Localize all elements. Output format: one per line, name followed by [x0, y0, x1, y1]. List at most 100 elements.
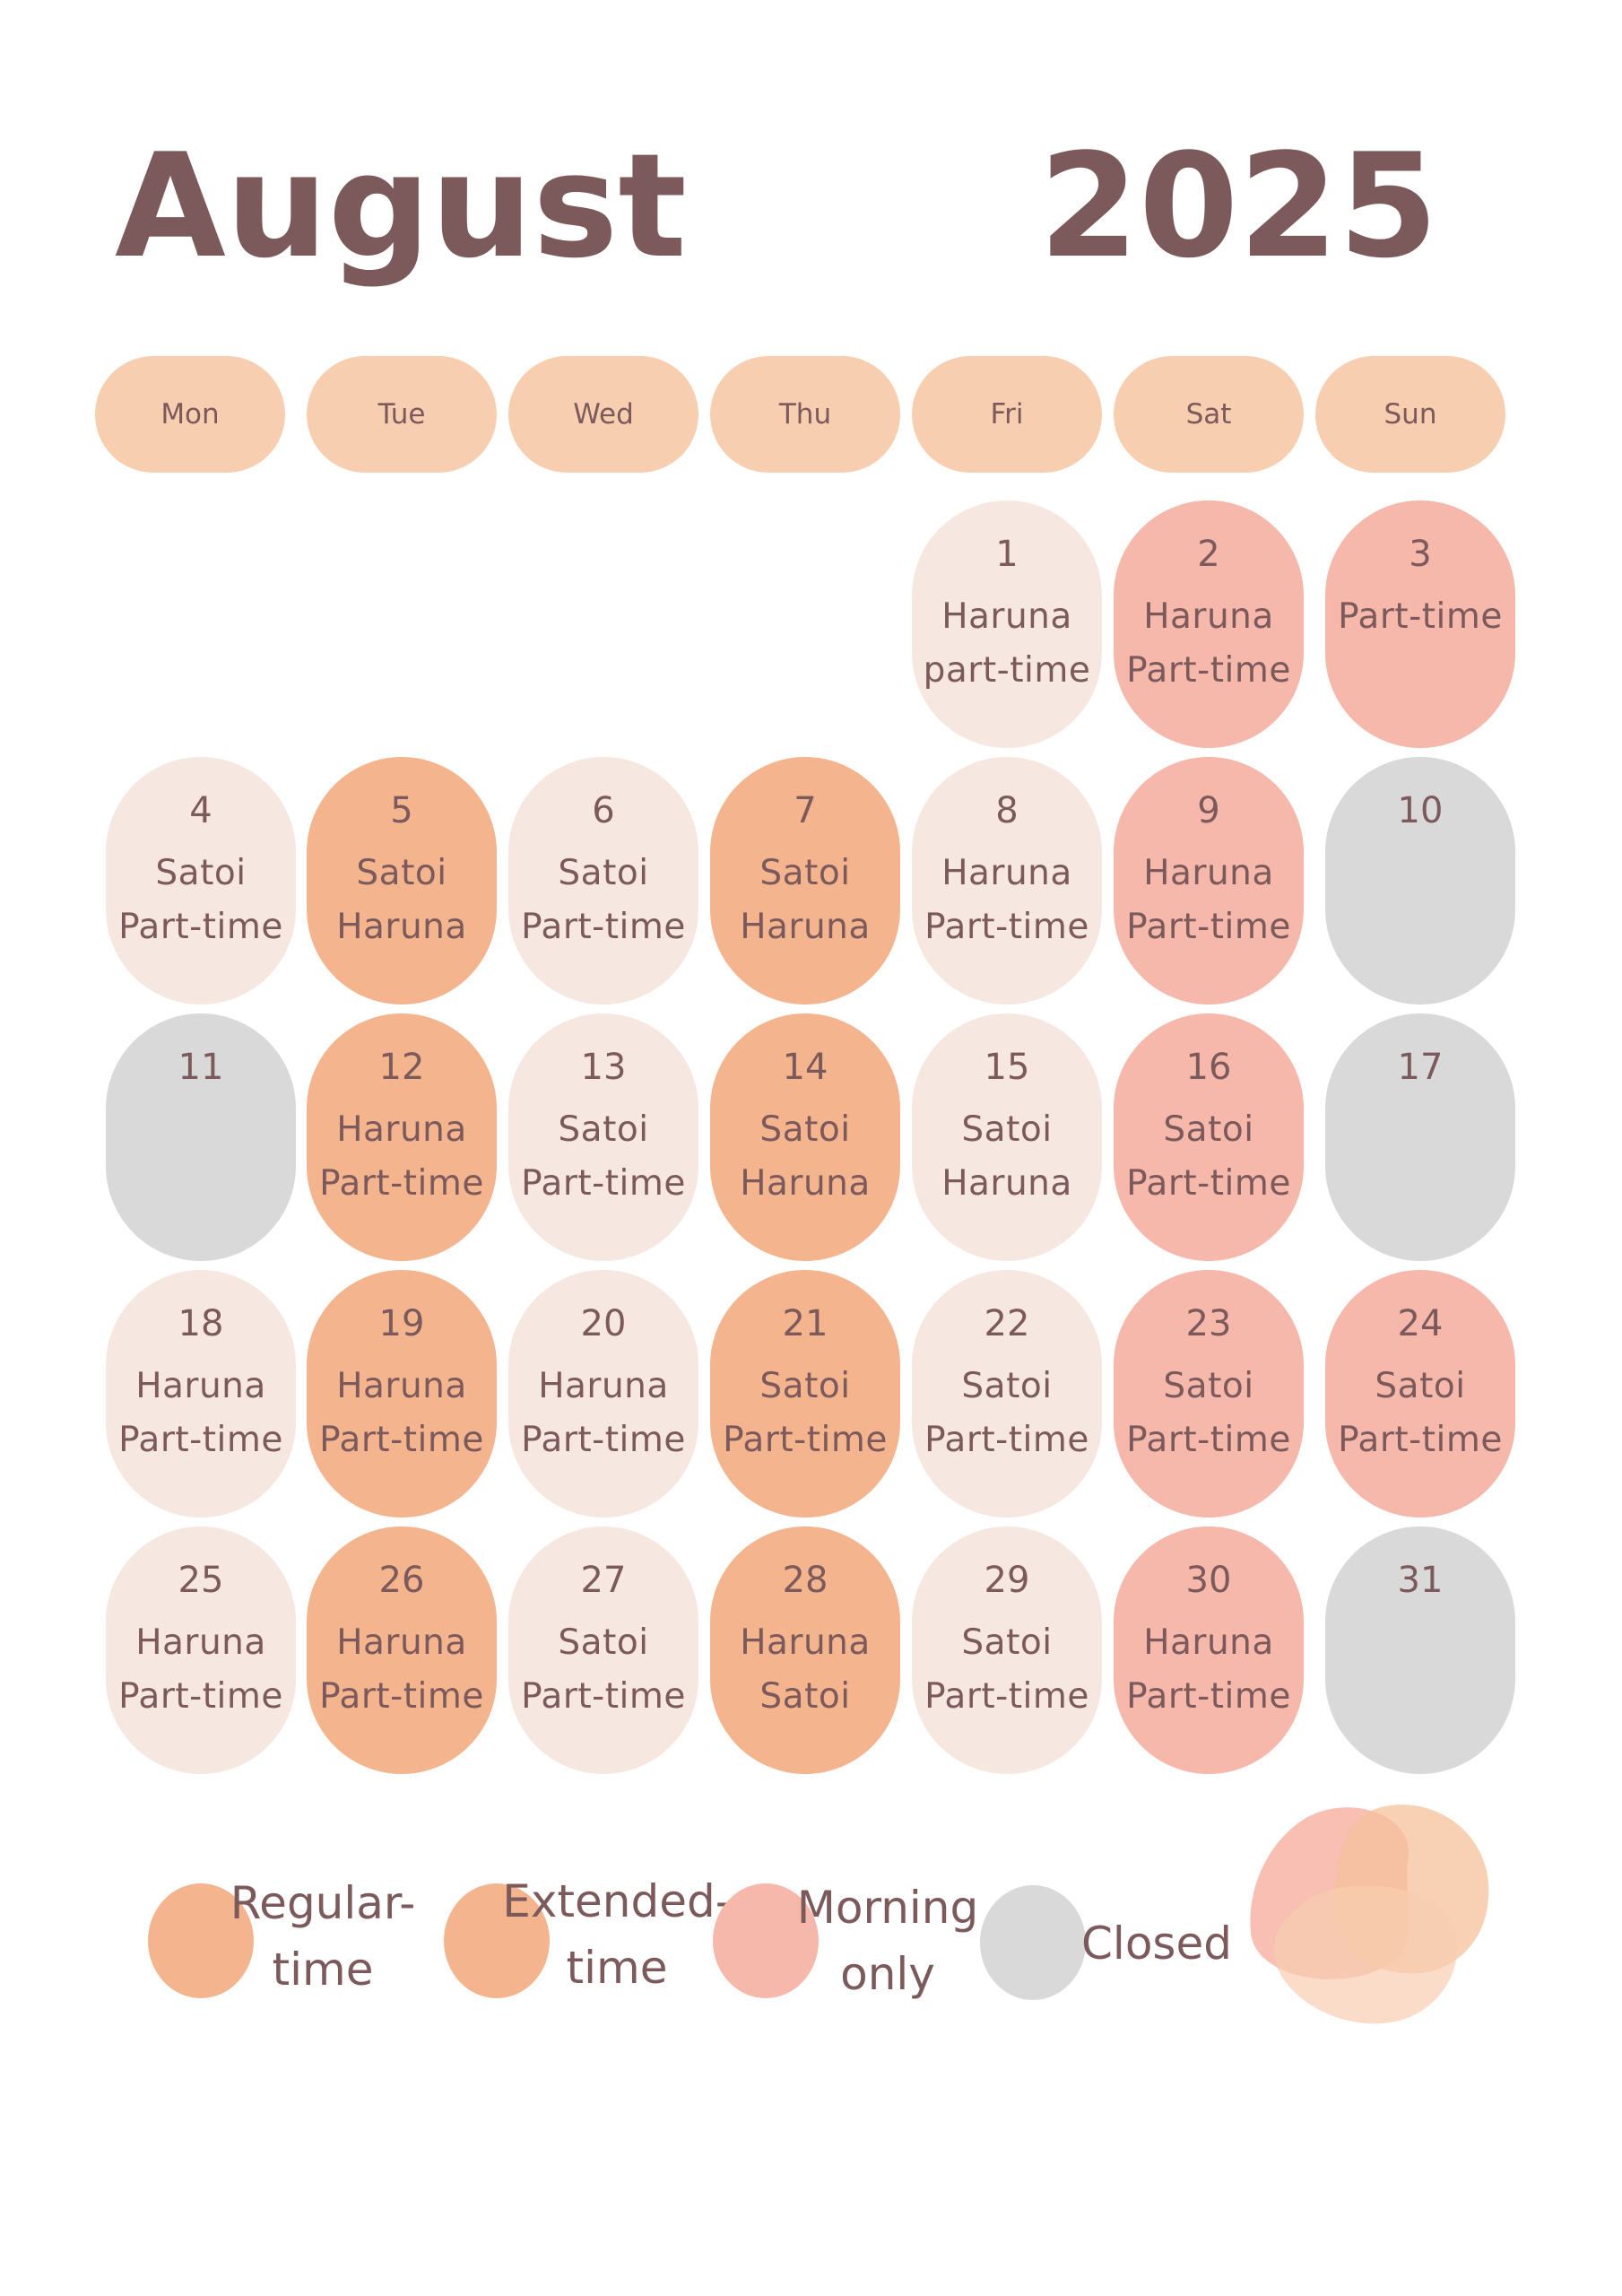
day-shift-text: Satoi [961, 1366, 1053, 1406]
day-cell[interactable]: 5 Satoi Haruna [307, 757, 497, 1004]
day-shift-text: Part-time [1126, 650, 1291, 691]
day-shift-text: Satoi [961, 1622, 1053, 1663]
day-number: 14 [782, 1047, 828, 1088]
day-cell[interactable]: 19 Haruna Part-time [307, 1270, 497, 1518]
day-shift-text: Satoi [759, 1109, 851, 1150]
day-cell[interactable]: 30 Haruna Part-time [1114, 1526, 1304, 1774]
day-cell[interactable]: 20 Haruna Part-time [508, 1270, 698, 1518]
day-shift-text: Part-time [521, 1420, 686, 1460]
day-shift-text: Haruna [740, 1622, 871, 1663]
day-number: 26 [378, 1560, 425, 1601]
day-cell[interactable]: 17 [1325, 1013, 1515, 1261]
day-cell[interactable]: 31 [1325, 1526, 1515, 1774]
legend-label-line: Extended- [502, 1875, 732, 1927]
day-cell[interactable]: 23 Satoi Part-time [1114, 1270, 1304, 1518]
day-number: 23 [1185, 1303, 1232, 1344]
day-shift-text: Part-time [319, 1420, 484, 1460]
day-cell[interactable]: 28 Haruna Satoi [710, 1526, 900, 1774]
day-shift-text: Satoi [155, 853, 247, 893]
day-shift-text: Satoi [558, 1622, 649, 1663]
day-shift-text: Satoi [759, 853, 851, 893]
day-number: 27 [580, 1560, 627, 1601]
day-number: 19 [378, 1303, 425, 1344]
day-cell[interactable]: 27 Satoi Part-time [508, 1526, 698, 1774]
day-number: 22 [984, 1303, 1030, 1344]
day-shift-text: Haruna [135, 1622, 266, 1663]
day-cell[interactable]: 16 Satoi Part-time [1114, 1013, 1304, 1261]
day-shift-text: Haruna [538, 1366, 669, 1406]
day-shift-text: Part-time [521, 1163, 686, 1204]
day-cell[interactable]: 24 Satoi Part-time [1325, 1270, 1515, 1518]
day-shift-text: Haruna [1143, 596, 1274, 637]
day-cell[interactable]: 14 Satoi Haruna [710, 1013, 900, 1261]
day-shift-text: Part-time [723, 1420, 888, 1460]
day-number: 25 [178, 1560, 224, 1601]
day-cell[interactable]: 6 Satoi Part-time [508, 757, 698, 1004]
day-number: 20 [580, 1303, 627, 1344]
day-cell[interactable]: 9 Haruna Part-time [1114, 757, 1304, 1004]
legend-label-line: Closed [1081, 1918, 1232, 1970]
day-shift-text: Haruna [336, 1622, 467, 1663]
day-shift-text: Part-time [118, 1420, 283, 1460]
day-shift-text: Haruna [135, 1366, 266, 1406]
day-shift-text: Haruna [740, 1163, 871, 1204]
day-cell[interactable]: 29 Satoi Part-time [912, 1526, 1102, 1774]
day-number: 11 [178, 1047, 224, 1088]
day-shift-text: Satoi [1163, 1109, 1254, 1150]
day-shift-text: Satoi [759, 1676, 851, 1717]
legend-swatch [980, 1885, 1086, 2000]
day-number: 12 [378, 1047, 425, 1088]
day-number: 29 [984, 1560, 1030, 1601]
day-number: 7 [794, 790, 817, 831]
day-shift-text: Part-time [521, 907, 686, 947]
weekday-fri: Fri [912, 356, 1102, 473]
day-shift-text: Part-time [1126, 1163, 1291, 1204]
day-cell[interactable]: 4 Satoi Part-time [106, 757, 296, 1004]
day-cell[interactable]: 21 Satoi Part-time [710, 1270, 900, 1518]
day-cell[interactable]: 8 Haruna Part-time [912, 757, 1102, 1004]
day-cell[interactable]: 18 Haruna Part-time [106, 1270, 296, 1518]
day-cell[interactable]: 22 Satoi Part-time [912, 1270, 1102, 1518]
year-title: 2025 [1038, 122, 1438, 290]
day-shift-text: Haruna [941, 853, 1072, 893]
weekday-thu: Thu [710, 356, 900, 473]
legend-label-line: Morning [796, 1882, 979, 1934]
legend-label-line: only [840, 1948, 935, 2000]
day-cell[interactable]: 3 Part-time [1325, 500, 1515, 748]
day-shift-text: Part-time [924, 1676, 1089, 1717]
day-cell[interactable]: 10 [1325, 757, 1515, 1004]
day-number: 28 [782, 1560, 828, 1601]
day-number: 9 [1197, 790, 1220, 831]
day-cell[interactable]: 1 Haruna part-time [912, 500, 1102, 748]
legend-label: Extended-time [491, 1868, 742, 2001]
day-cell[interactable]: 2 Haruna Part-time [1114, 500, 1304, 748]
day-cell[interactable]: 11 [106, 1013, 296, 1261]
day-shift-text: Part-time [319, 1676, 484, 1717]
day-number: 2 [1197, 534, 1220, 575]
day-shift-text: Part-time [924, 1420, 1089, 1460]
day-cell[interactable]: 12 Haruna Part-time [307, 1013, 497, 1261]
day-shift-text: Part-time [1338, 596, 1503, 637]
day-cell[interactable]: 13 Satoi Part-time [508, 1013, 698, 1261]
day-shift-text: Part-time [1126, 1676, 1291, 1717]
day-cell[interactable]: 15 Satoi Haruna [912, 1013, 1102, 1261]
day-number: 21 [782, 1303, 828, 1344]
day-number: 5 [390, 790, 413, 831]
day-cell[interactable]: 7 Satoi Haruna [710, 757, 900, 1004]
day-cell[interactable]: 25 Haruna Part-time [106, 1526, 296, 1774]
day-shift-text: Haruna [941, 1163, 1072, 1204]
weekday-sat: Sat [1114, 356, 1304, 473]
legend-label-line: time [566, 1942, 668, 1994]
legend-swatch [148, 1883, 254, 1998]
weekday-header: Mon Tue Wed Thu Fri Sat Sun [0, 356, 1622, 473]
weekday-tue: Tue [307, 356, 497, 473]
day-shift-text: Part-time [1338, 1420, 1503, 1460]
day-number: 4 [189, 790, 213, 831]
weekday-sun: Sun [1315, 356, 1505, 473]
day-cell[interactable]: 26 Haruna Part-time [307, 1526, 497, 1774]
day-shift-text: Satoi [356, 853, 447, 893]
legend-label: Morning only [789, 1874, 986, 2007]
day-shift-text: Satoi [558, 1109, 649, 1150]
day-number: 24 [1397, 1303, 1444, 1344]
day-number: 10 [1397, 790, 1444, 831]
